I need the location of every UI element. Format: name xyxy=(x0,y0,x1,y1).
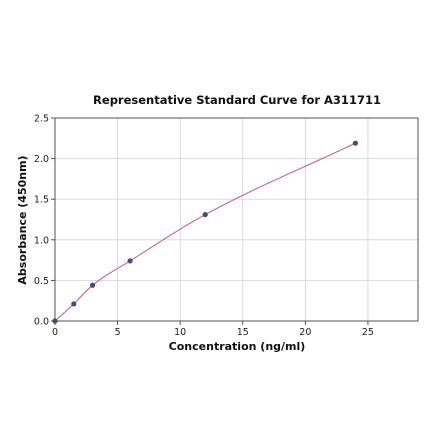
y-tick-label: 1.5 xyxy=(34,195,49,206)
y-axis-label: Absorbance (450nm) xyxy=(16,155,29,284)
y-tick-label: 2.5 xyxy=(34,114,49,125)
data-point xyxy=(71,301,77,307)
y-tick-label: 1.0 xyxy=(34,235,49,246)
chart-title: Representative Standard Curve for A31171… xyxy=(93,93,381,107)
x-tick-label: 10 xyxy=(174,327,186,338)
fit-curve-group xyxy=(54,142,356,322)
x-axis: 0 5 10 15 20 25 xyxy=(52,321,374,338)
x-axis-label: Concentration (ng/ml) xyxy=(169,340,306,353)
data-point xyxy=(202,212,208,218)
data-point xyxy=(89,282,96,288)
plot-frame xyxy=(54,117,419,322)
y-axis: 0.0 0.5 1.0 1.5 2.0 2.5 xyxy=(34,114,55,328)
x-tick-label: 20 xyxy=(299,327,311,338)
grid-lines xyxy=(54,117,418,322)
fit-curve xyxy=(54,142,356,322)
x-tick-label: 25 xyxy=(362,327,374,338)
y-tick-label: 0.5 xyxy=(34,276,49,287)
data-point xyxy=(352,140,359,146)
data-points xyxy=(52,140,359,324)
x-tick-label: 5 xyxy=(115,327,121,338)
data-point xyxy=(127,258,133,264)
y-tick-label: 2.0 xyxy=(34,154,49,165)
x-tick-label: 15 xyxy=(237,327,249,338)
y-tick-label: 0.0 xyxy=(34,317,49,328)
x-tick-label: 0 xyxy=(52,327,58,338)
